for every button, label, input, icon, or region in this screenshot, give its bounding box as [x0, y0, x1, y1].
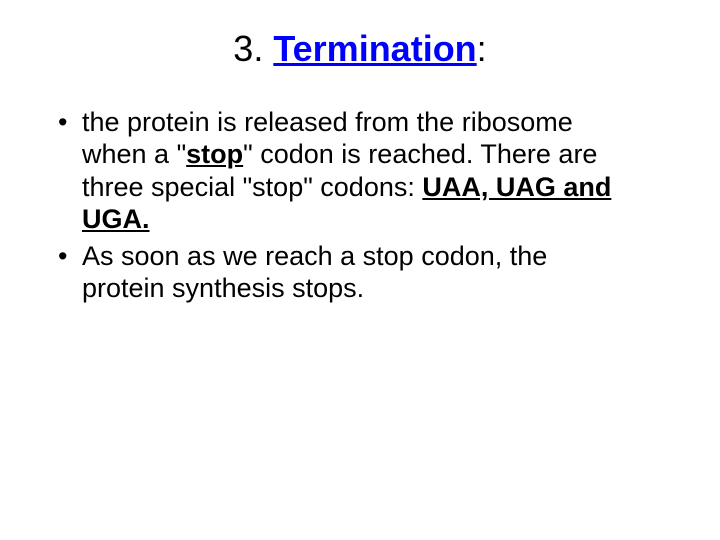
bullet-emphasis-stop: stop — [186, 139, 243, 169]
bullet-list: the protein is released from the ribosom… — [40, 106, 680, 304]
title-term: Termination — [273, 28, 476, 69]
bullet-text: As soon as we reach a stop codon, the pr… — [82, 241, 547, 303]
slide-title: 3. Termination: — [40, 28, 680, 70]
list-item: As soon as we reach a stop codon, the pr… — [58, 240, 620, 305]
slide: 3. Termination: the protein is released … — [0, 0, 720, 540]
title-prefix: 3. — [233, 28, 273, 69]
title-colon: : — [477, 28, 487, 69]
list-item: the protein is released from the ribosom… — [58, 106, 620, 236]
